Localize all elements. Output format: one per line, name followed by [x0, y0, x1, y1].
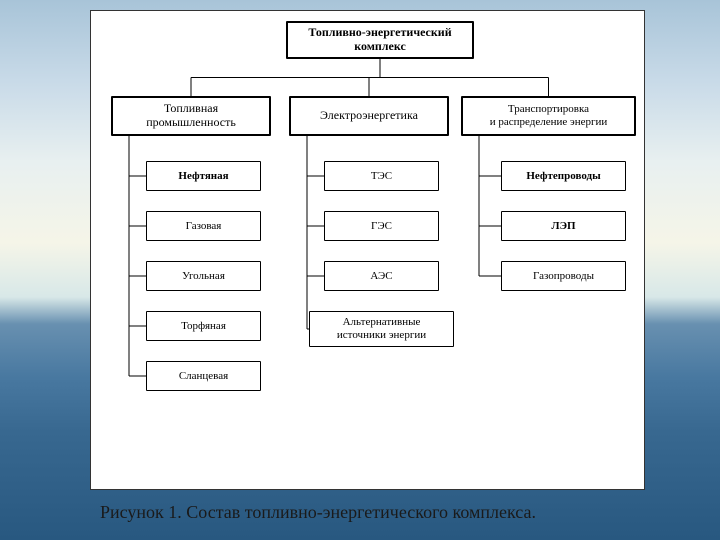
branch-0-item-2: Угольная: [146, 261, 261, 291]
branch-1-item-3-label: Альтернативныеисточники энергии: [337, 316, 426, 341]
branch-1-item-2: АЭС: [324, 261, 439, 291]
branch-head-1: Электроэнергетика: [289, 96, 449, 136]
branch-0-item-4: Сланцевая: [146, 361, 261, 391]
branch-1-item-0-label: ТЭС: [371, 170, 392, 183]
branch-head-1-label: Электроэнергетика: [320, 109, 418, 123]
branch-1-item-1-label: ГЭС: [371, 220, 392, 233]
branch-head-0: Топливнаяпромышленность: [111, 96, 271, 136]
branch-1-item-0: ТЭС: [324, 161, 439, 191]
branch-2-item-1: ЛЭП: [501, 211, 626, 241]
branch-2-item-0: Нефтепроводы: [501, 161, 626, 191]
branch-2-item-1-label: ЛЭП: [551, 220, 575, 233]
branch-0-item-3: Торфяная: [146, 311, 261, 341]
branch-0-item-1: Газовая: [146, 211, 261, 241]
root-node-label: Топливно-энергетическийкомплекс: [308, 26, 451, 54]
branch-1-item-1: ГЭС: [324, 211, 439, 241]
root-node: Топливно-энергетическийкомплекс: [286, 21, 474, 59]
branch-1-item-3: Альтернативныеисточники энергии: [309, 311, 454, 347]
branch-0-item-0-label: Нефтяная: [178, 170, 228, 183]
branch-head-0-label: Топливнаяпромышленность: [146, 102, 236, 130]
branch-head-2-label: Транспортировкаи распределение энергии: [490, 103, 608, 128]
branch-0-item-2-label: Угольная: [182, 270, 225, 283]
branch-2-item-0-label: Нефтепроводы: [526, 170, 600, 183]
branch-2-item-2-label: Газопроводы: [533, 270, 594, 283]
figure-caption: Рисунок 1. Состав топливно-энергетическо…: [100, 502, 536, 523]
branch-0-item-1-label: Газовая: [186, 220, 222, 233]
branch-1-item-2-label: АЭС: [370, 270, 392, 283]
diagram-panel: Топливно-энергетическийкомплекс Топливная…: [90, 10, 645, 490]
branch-head-2: Транспортировкаи распределение энергии: [461, 96, 636, 136]
branch-0-item-3-label: Торфяная: [181, 320, 226, 333]
branch-2-item-2: Газопроводы: [501, 261, 626, 291]
branch-0-item-0: Нефтяная: [146, 161, 261, 191]
connector-lines: [91, 11, 646, 491]
branch-0-item-4-label: Сланцевая: [179, 370, 228, 383]
